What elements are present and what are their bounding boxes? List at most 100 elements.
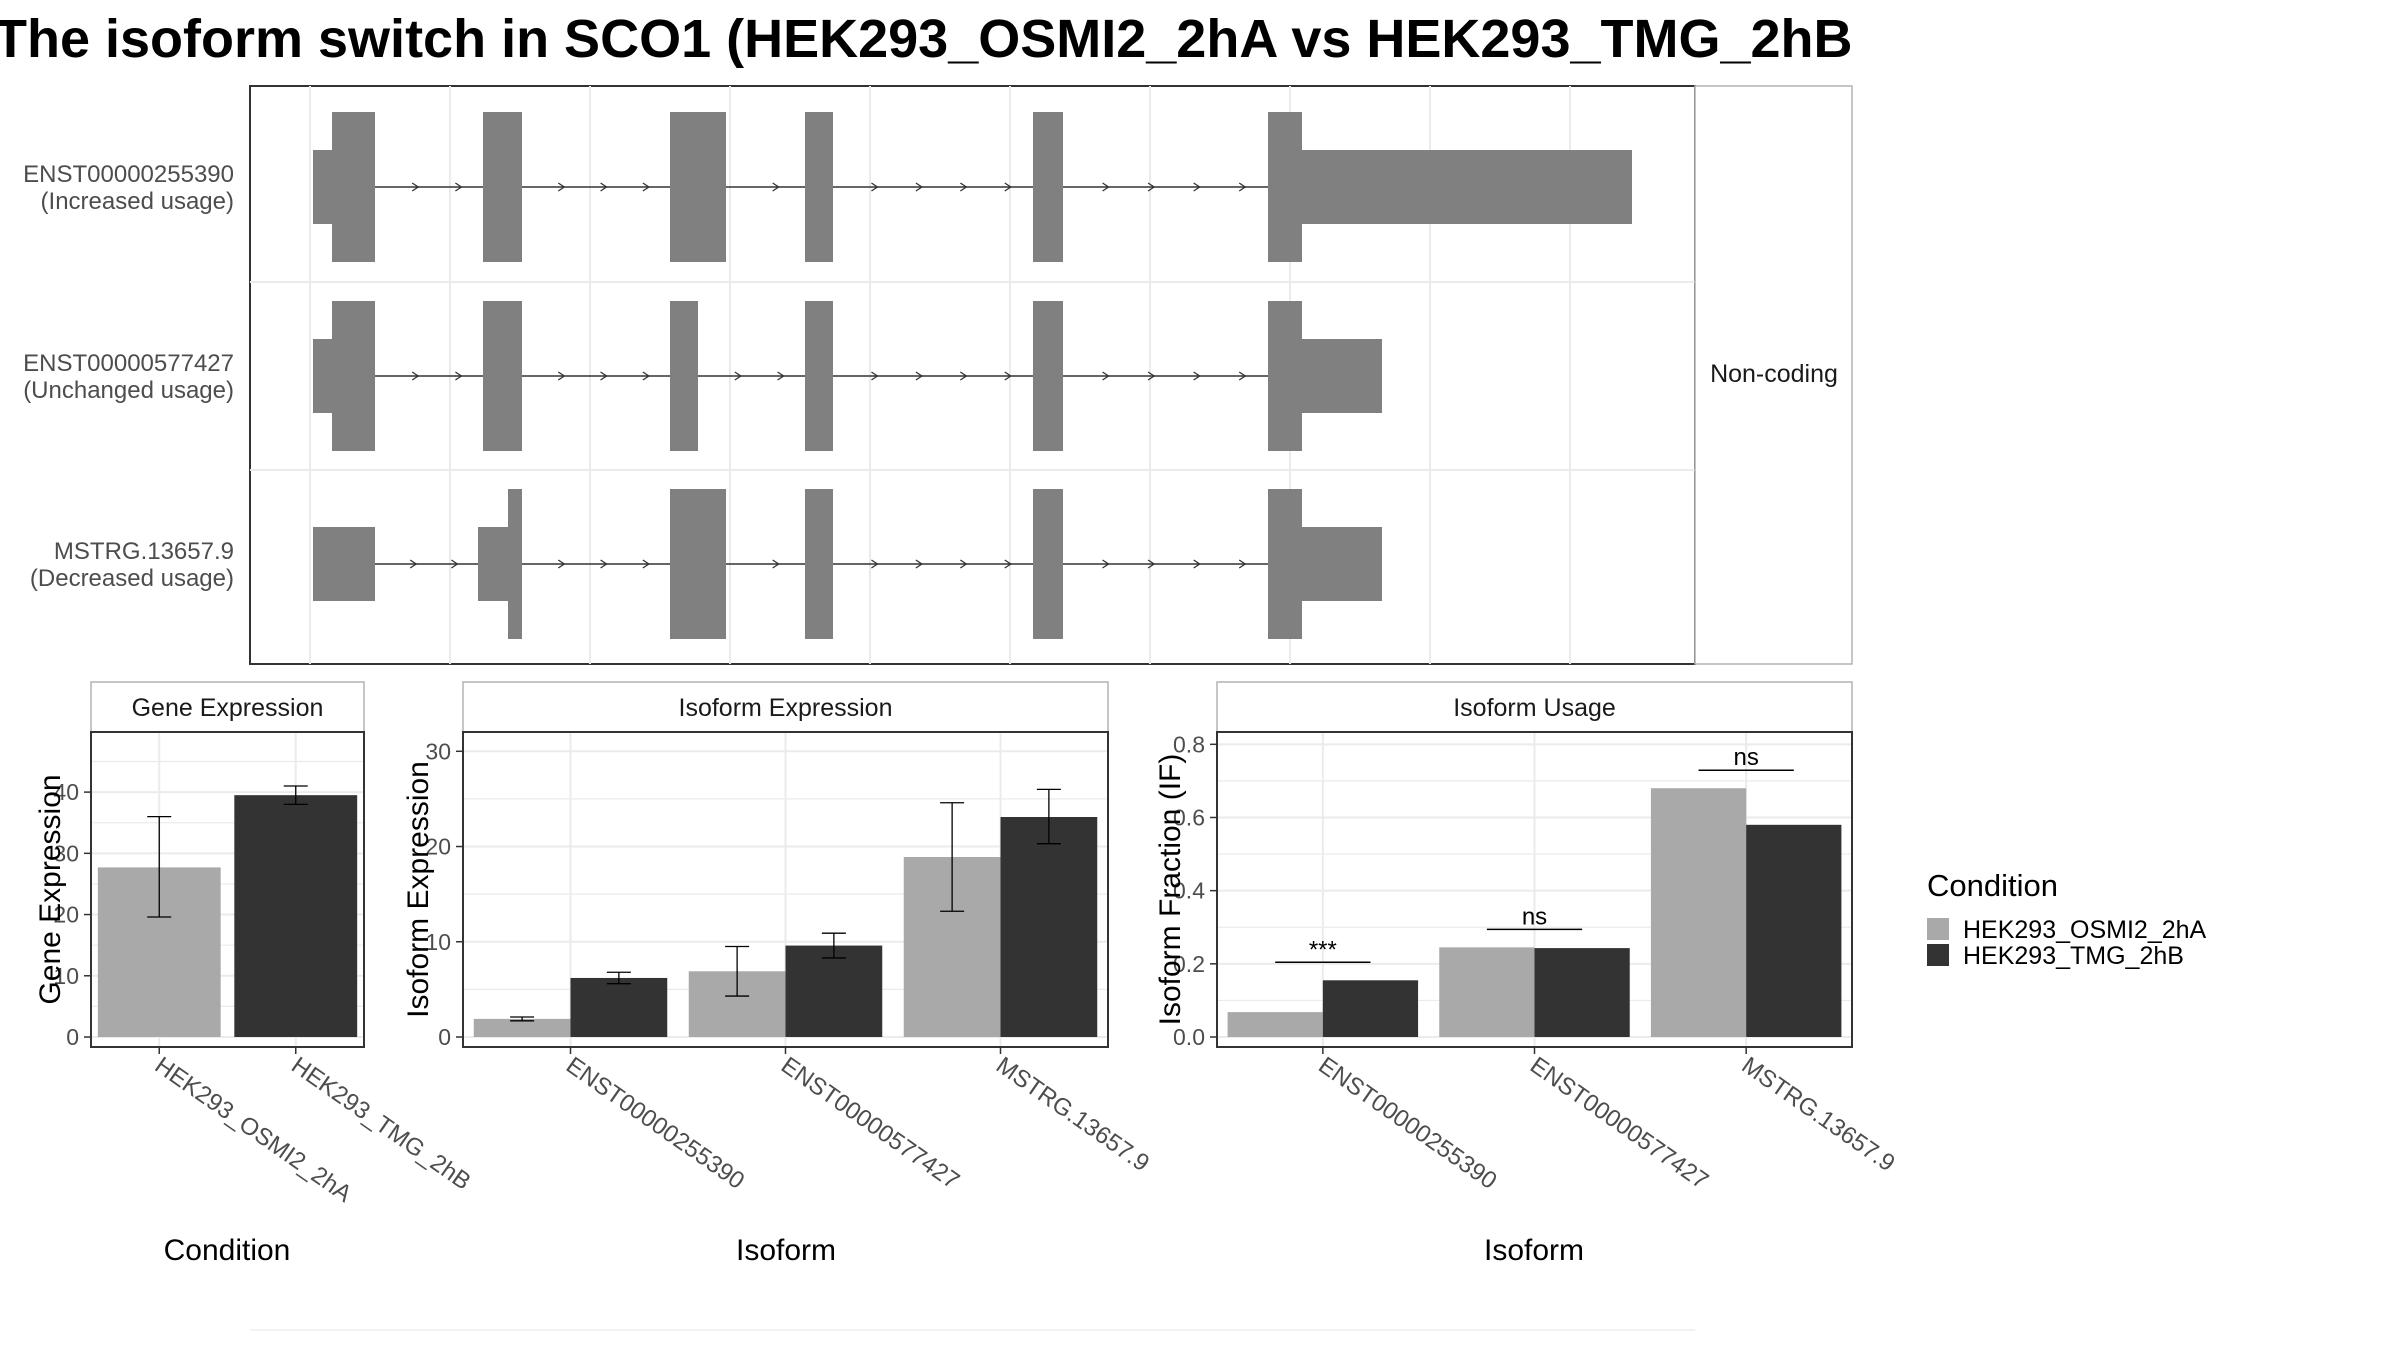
strand-arrow — [600, 559, 608, 569]
strand-arrow — [642, 182, 651, 192]
y-tick-label: 40 — [53, 779, 79, 805]
strand-arrow — [915, 182, 924, 192]
bar — [473, 1018, 571, 1037]
exon — [805, 112, 833, 262]
structure-strip — [1694, 85, 1853, 665]
transcript-labels: ENST00000255390 (Increased usage) ENST0000… — [23, 161, 234, 592]
strand-arrow — [409, 559, 418, 569]
bar — [1534, 948, 1630, 1037]
legend-title: Condition — [1927, 868, 2058, 903]
significance-label: ns — [1522, 903, 1547, 930]
exon — [1302, 150, 1632, 224]
facet-label: Isoform Usage — [1453, 694, 1616, 722]
exon — [332, 301, 375, 451]
transcript-usage: (Decreased usage) — [30, 565, 234, 592]
y-tick-label: 10 — [425, 929, 451, 955]
bar — [1746, 824, 1842, 1037]
y-tick-label: 0.8 — [1173, 731, 1205, 757]
legend-label-tmg: HEK293_TMG_2hB — [1963, 942, 2184, 970]
strand-arrow — [777, 371, 785, 381]
strand-arrow — [557, 371, 566, 381]
bar — [234, 795, 358, 1037]
strand-arrow — [451, 559, 459, 569]
structure-transcripts — [313, 112, 1632, 639]
panel-border — [90, 731, 365, 1048]
strand-arrow — [557, 182, 566, 192]
significance-label: ns — [1733, 744, 1758, 771]
strand-arrow — [1193, 182, 1201, 192]
exon — [313, 527, 375, 601]
bar-panels: Gene Expression010203040HEK293_OSMI2_2hA… — [34, 681, 1900, 1267]
strand-arrow — [1147, 371, 1156, 381]
strand-arrow — [1102, 559, 1110, 569]
transcript-id: ENST00000577427 — [23, 350, 234, 377]
strand-arrow — [1102, 182, 1110, 192]
exon — [1302, 527, 1382, 601]
exon — [1033, 489, 1063, 639]
facet-label: Isoform Expression — [679, 694, 893, 722]
transcript-label: ENST00000255390 (Increased usage) — [23, 161, 234, 215]
strand-arrow — [871, 559, 879, 569]
y-tick-label: 0.0 — [1173, 1024, 1205, 1050]
bar — [1322, 980, 1419, 1037]
exon — [508, 489, 522, 639]
x-tick-label: ENST00000577427 — [776, 1052, 964, 1195]
strand-arrow — [959, 182, 968, 192]
legend-swatch-osmi2 — [1927, 918, 1949, 940]
exon — [1268, 301, 1302, 451]
exon — [483, 301, 522, 451]
y-tick-label: 0.4 — [1173, 878, 1205, 904]
y-tick-label: 20 — [53, 902, 79, 928]
transcript-usage: (Unchanged usage) — [23, 377, 234, 404]
exon — [670, 112, 726, 262]
y-axis-title: Gene Expression — [34, 774, 67, 1004]
strand-arrow — [734, 371, 742, 381]
strand-arrow — [915, 559, 924, 569]
strand-arrow — [1147, 182, 1156, 192]
strand-arrow — [772, 559, 780, 569]
x-tick-label: MSTRG.13657.9 — [1737, 1052, 1900, 1177]
exon — [805, 301, 833, 451]
exon — [1268, 489, 1302, 639]
strand-arrow — [642, 559, 651, 569]
bar — [1227, 1012, 1323, 1037]
strand-arrow — [871, 182, 879, 192]
exon — [478, 527, 508, 601]
strand-arrow — [915, 371, 924, 381]
y-tick-label: 0.6 — [1173, 804, 1205, 830]
exon — [483, 112, 522, 262]
transcript-ENST00000255390 — [313, 112, 1632, 262]
y-tick-label: 30 — [53, 840, 79, 866]
panel-isoform-usage: Isoform Usage 0.0 0.2 0.4 0.6 0.8 *** ns ns ENST0… — [1154, 681, 1900, 1267]
legend: Condition HEK293_OSMI2_2hA HEK293_TMG_2h… — [1927, 868, 2207, 970]
strand-arrow — [959, 371, 968, 381]
strand-arrow — [772, 182, 780, 192]
y-tick-label: 0.2 — [1173, 951, 1205, 977]
strand-arrow — [1238, 182, 1247, 192]
exon — [313, 150, 332, 224]
exon — [332, 112, 375, 262]
bar — [785, 945, 883, 1037]
strand-arrow — [1193, 371, 1201, 381]
x-tick-label: ENST00000577427 — [1525, 1052, 1713, 1195]
strand-arrow — [557, 559, 566, 569]
exon — [1033, 301, 1063, 451]
strand-arrow — [1004, 371, 1012, 381]
transcript-usage: (Increased usage) — [41, 188, 234, 215]
facet-label: Gene Expression — [132, 694, 324, 722]
exon — [805, 489, 833, 639]
exon — [670, 301, 698, 451]
strand-arrow — [1102, 371, 1110, 381]
x-tick-label: ENST00000255390 — [561, 1052, 749, 1195]
strand-arrow — [871, 371, 879, 381]
figure-title: The isoform switch in SCO1 (HEK293_OSMI2… — [0, 9, 1853, 69]
transcript-label: MSTRG.13657.9 (Decreased usage) — [30, 538, 234, 592]
y-tick-label: 0 — [66, 1024, 79, 1050]
significance-label: *** — [1309, 936, 1337, 963]
x-axis-title: Isoform — [736, 1234, 836, 1267]
panel-gene-expression: Gene Expression010203040HEK293_OSMI2_2hA… — [34, 681, 476, 1267]
bar — [1439, 947, 1535, 1037]
transcript-ENST00000577427 — [313, 301, 1382, 451]
y-tick-label: 0 — [438, 1024, 451, 1050]
